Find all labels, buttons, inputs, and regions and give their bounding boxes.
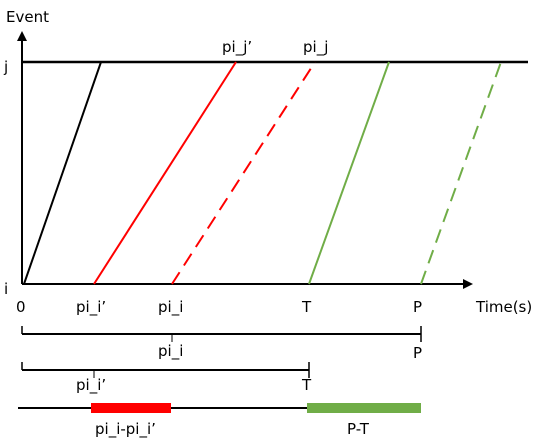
- y-tick-j: j: [3, 58, 8, 76]
- timeline-row1-mid-label: pi_i: [158, 342, 183, 361]
- red-solid-line: [93, 61, 237, 285]
- x-axis-label: Time(s): [475, 298, 532, 316]
- label-pi-j: pi_j: [303, 38, 328, 57]
- green-solid-line: [308, 61, 390, 285]
- segment-green-bar: [307, 403, 421, 413]
- x-tick-origin: 0: [16, 298, 26, 316]
- timeline-row1-end-label: P: [413, 344, 422, 362]
- segment-red-label: pi_i-pi_i’: [95, 420, 156, 439]
- label-pi-i: pi_i: [158, 298, 183, 317]
- y-axis-label: Event: [6, 8, 49, 26]
- label-pi-i-prime: pi_i’: [76, 298, 106, 317]
- black-solid-line: [23, 61, 102, 285]
- label-T: T: [301, 298, 312, 316]
- segment-green-label: P-T: [347, 420, 370, 438]
- timeline-row2-end-label: T: [301, 376, 312, 394]
- timeline-row2-mid-label: pi_i’: [76, 376, 106, 395]
- y-tick-i: i: [4, 280, 8, 298]
- label-P: P: [413, 298, 422, 316]
- green-dashed-line: [420, 61, 502, 285]
- red-dashed-line: [171, 61, 316, 285]
- segment-red-bar: [91, 403, 171, 413]
- label-pi-j-prime: pi_j’: [222, 38, 252, 57]
